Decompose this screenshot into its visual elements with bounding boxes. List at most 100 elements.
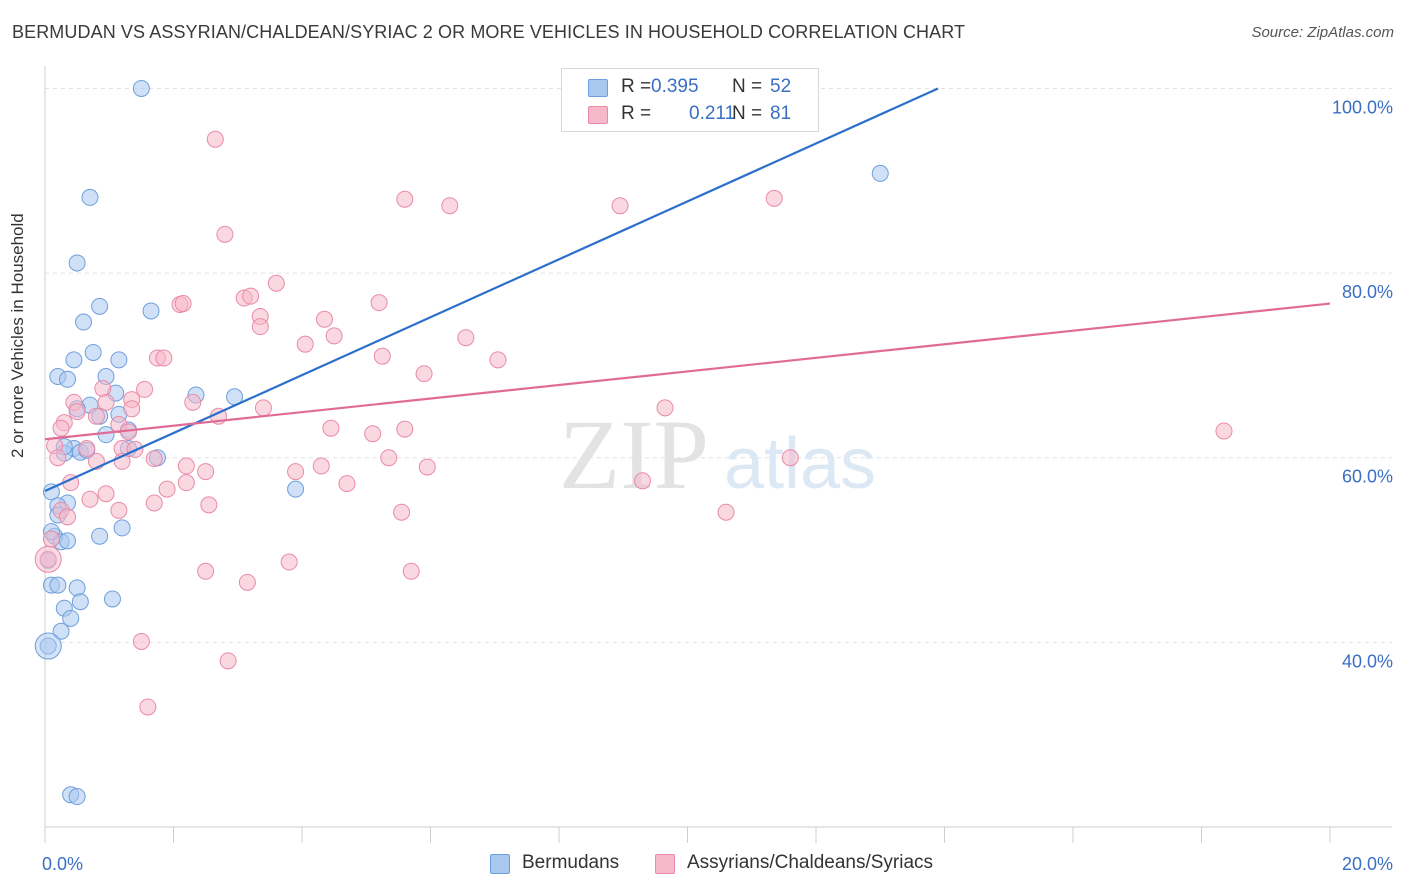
bermudan-point [52, 622, 70, 640]
assyrian-trend-line [44, 302, 1331, 441]
source-label: Source: ZipAtlas.com [1251, 24, 1394, 41]
bermudan-point [68, 788, 86, 806]
assyrian-point [68, 403, 86, 421]
bermudan-point [110, 351, 128, 369]
assyrian-point [110, 501, 128, 519]
tick-labels: 100.0% 80.0% 60.0% 40.0% 0.0% 20.0% [42, 97, 1393, 874]
bermudan-point [65, 351, 83, 369]
assyrian-point [174, 295, 192, 313]
legend-n-label: N = [732, 76, 763, 97]
assyrian-point [393, 503, 411, 521]
bermudan-point [91, 527, 109, 545]
assyrian-point [380, 449, 398, 467]
bermudan-point [81, 188, 99, 206]
assyrian-point [254, 399, 272, 417]
assyrian-point [781, 449, 799, 467]
bermudan-point [871, 164, 889, 182]
y-tick-label: 80.0% [1342, 282, 1393, 302]
assyrian-point [216, 225, 234, 243]
assyrian-point [52, 419, 70, 437]
assyrian-point [139, 698, 157, 716]
assyrian-point [219, 652, 237, 670]
assyrian-point [656, 399, 674, 417]
bermudan-point [97, 426, 115, 444]
legend-label-assyrians: Assyrians/Chaldeans/Syriacs [687, 852, 934, 873]
bermudan-point [71, 593, 89, 611]
assyrian-point [267, 274, 285, 292]
legend-r-value: 0.211 [689, 103, 736, 124]
bermudan-point [68, 579, 86, 597]
chart-title: BERMUDAN VS ASSYRIAN/CHALDEAN/SYRIAC 2 O… [12, 22, 966, 42]
assyrian-point [78, 440, 96, 457]
bermudan-point [113, 519, 131, 537]
watermark-zip: ZIP [559, 399, 709, 510]
assyrian-point [418, 458, 436, 476]
legend-n-value: 52 [770, 76, 792, 97]
legend-swatch-assyrians [588, 106, 608, 124]
assyrian-point [251, 318, 269, 336]
assyrian-point [396, 420, 414, 438]
assyrian-point [197, 562, 215, 580]
assyrian-point [315, 310, 333, 328]
bermudan-point [103, 590, 121, 608]
assyrian-point [158, 480, 176, 498]
x-tick-label: 20.0% [1342, 854, 1393, 874]
legend-n-value: 81 [770, 103, 792, 124]
y-tick-label: 40.0% [1342, 651, 1393, 671]
y-tick-label: 60.0% [1342, 467, 1393, 487]
assyrian-point [97, 393, 115, 411]
assyrian-point [441, 197, 459, 215]
gridlines [45, 87, 1392, 643]
assyrian-point [132, 632, 150, 650]
assyrian-point [611, 197, 629, 215]
assyrian-point [457, 329, 475, 347]
assyrian-point [717, 503, 735, 521]
assyrian-point [373, 347, 391, 365]
assyrian-point [136, 380, 154, 398]
watermark-atlas: atlas [724, 424, 876, 504]
assyrian-point [370, 294, 388, 312]
assyrian-point [364, 425, 382, 443]
legend-swatch-bermudans [490, 854, 510, 874]
legend-n-label: N = [732, 103, 763, 124]
trend-lines [44, 87, 1331, 492]
assyrian-point [42, 530, 60, 548]
legend-swatch-assyrians [655, 854, 675, 874]
assyrian-point [206, 130, 224, 148]
bermudan-point [58, 532, 76, 550]
assyrian-point [322, 419, 340, 437]
y-axis-label: 2 or more Vehicles in Household [8, 213, 27, 458]
assyrian-point [184, 393, 202, 411]
assyrian-point [1215, 422, 1233, 440]
legend-r-label: R = [621, 76, 652, 97]
assyrian-point [177, 474, 195, 492]
assyrian-point [312, 457, 330, 475]
bermudan-point [49, 576, 67, 594]
assyrian-point [238, 573, 256, 591]
bermudan-point [132, 79, 150, 97]
assyrian-point-large [34, 545, 62, 573]
assyrian-point [765, 189, 783, 207]
bermudan-point [62, 609, 80, 627]
bermudan-point [42, 483, 60, 501]
bermudan-point [142, 302, 160, 320]
assyrian-point [155, 349, 173, 367]
assyrian-point [200, 496, 218, 514]
data-points [34, 79, 1233, 806]
bermudan-point [58, 370, 76, 388]
bermudan-point [287, 480, 305, 498]
assyrian-point [325, 327, 343, 345]
assyrian-point [97, 485, 115, 503]
assyrian-point [145, 450, 163, 468]
assyrian-point [58, 508, 76, 526]
bermudan-point [84, 343, 102, 361]
assyrian-point [396, 190, 414, 208]
assyrian-point [489, 351, 507, 369]
legend-label-bermudans: Bermudans [522, 852, 620, 873]
assyrian-point [402, 562, 420, 580]
assyrian-point [177, 457, 195, 475]
assyrian-point [87, 407, 105, 425]
bermudan-point-large [34, 632, 62, 660]
bermudan-point [91, 297, 109, 315]
